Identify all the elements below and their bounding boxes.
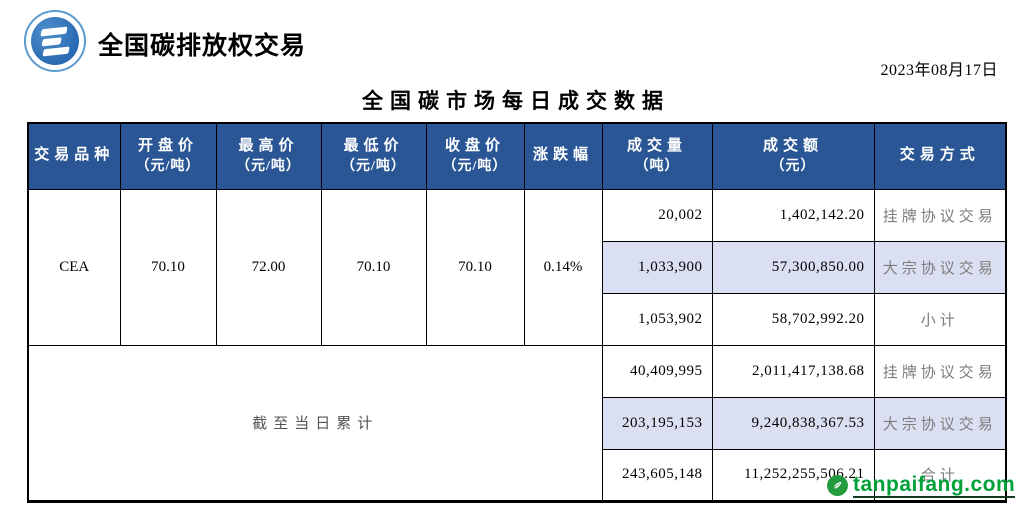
carbon-exchange-logo: [24, 10, 86, 72]
table-row: 截至当日累计 40,409,995 2,011,417,138.68 挂牌协议交…: [27, 344, 1007, 502]
amount-cell: 58,702,992.20: [711, 292, 875, 346]
leaf-circle-icon: [827, 475, 848, 497]
method-cell: 挂牌协议交易: [873, 344, 1007, 398]
amount-cell: 9,240,838,367.53: [711, 396, 875, 450]
daily-trading-table: 交易品种 开盘价 （元/吨） 最高价 （元/吨） 最低价 （元/吨） 收盘价 （元/吨）…: [27, 122, 1007, 503]
volume-cell: 20,002: [601, 188, 713, 242]
col-header-volume: 成交量 （吨）: [601, 122, 713, 190]
table-row: 203,195,153 9,240,838,367.53 大宗协议交易: [28, 396, 1007, 450]
table-row: 243,605,148 11,252,255,506.21 合计: [28, 448, 1007, 502]
amount-cell: 2,011,417,138.68: [711, 344, 875, 398]
col-header-close: 收盘价 （元/吨）: [425, 122, 525, 190]
cumulative-label-cell: 截至当日累计: [27, 344, 603, 502]
volume-cell: 203,195,153: [601, 396, 713, 450]
table-header-row: 交易品种 开盘价 （元/吨） 最高价 （元/吨） 最低价 （元/吨） 收盘价 （元/吨）…: [27, 122, 1007, 190]
low-price-cell: 70.10: [320, 188, 427, 346]
amount-cell: 57,300,850.00: [711, 240, 875, 294]
volume-cell: 1,033,900: [601, 240, 713, 294]
subtotal-method-cell: 小计: [873, 292, 1007, 346]
volume-cell: 40,409,995: [601, 344, 713, 398]
col-header-change: 涨跌幅: [523, 122, 603, 190]
logo-e-icon: [28, 14, 82, 68]
change-cell: 0.14%: [523, 188, 603, 346]
brand-name: 全国碳排放权交易: [98, 33, 307, 60]
col-header-method: 交易方式: [873, 122, 1007, 190]
col-header-high: 最高价 （元/吨）: [215, 122, 322, 190]
table-row: 1,033,900 57,300,850.00 大宗协议交易: [28, 240, 1007, 294]
watermark-link[interactable]: tanpaifang.com: [853, 473, 1016, 499]
table-row: CEA 70.10 72.00 70.10 70.10 0.14% 20,002…: [27, 188, 1007, 346]
amount-cell: 11,252,255,506.21: [711, 448, 875, 502]
method-cell: 挂牌协议交易: [873, 188, 1007, 242]
method-cell: 大宗协议交易: [873, 396, 1007, 450]
volume-cell: 243,605,148: [601, 448, 713, 502]
close-price-cell: 70.10: [425, 188, 525, 346]
col-header-low: 最低价 （元/吨）: [320, 122, 427, 190]
col-header-product: 交易品种: [27, 122, 121, 190]
col-header-amount: 成交额 （元）: [711, 122, 875, 190]
volume-cell: 1,053,902: [601, 292, 713, 346]
col-header-open: 开盘价 （元/吨）: [119, 122, 217, 190]
page-title: 全国碳市场每日成交数据: [362, 89, 670, 113]
amount-cell: 1,402,142.20: [711, 188, 875, 242]
site-watermark[interactable]: tanpaifang.com: [827, 473, 1016, 499]
open-price-cell: 70.10: [119, 188, 217, 346]
report-date: 2023年08月17日: [880, 62, 998, 79]
table-row: 1,053,902 58,702,992.20 小计: [28, 292, 1007, 346]
high-price-cell: 72.00: [215, 188, 322, 346]
product-cell: CEA: [27, 188, 121, 346]
total-method-cell: 合计: [873, 448, 1007, 502]
method-cell: 大宗协议交易: [873, 240, 1007, 294]
